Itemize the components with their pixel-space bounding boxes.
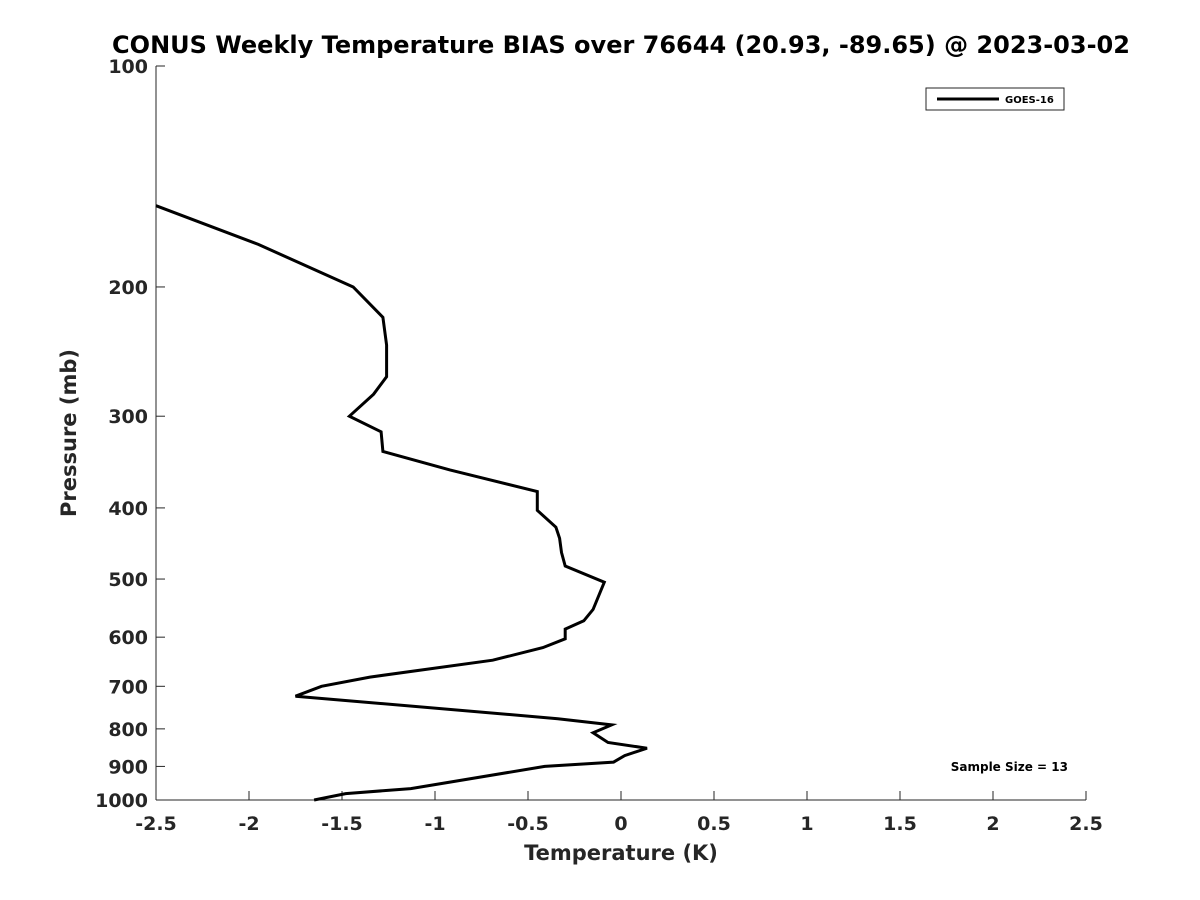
x-tick-label: -1.5	[321, 813, 363, 835]
y-tick-label: 600	[108, 627, 148, 649]
x-tick-label: 2	[986, 813, 999, 835]
sample-size-annotation: Sample Size = 13	[951, 760, 1068, 774]
y-tick-label: 700	[108, 676, 148, 698]
series-line-goes-16	[155, 204, 648, 802]
x-tick-label: 0.5	[697, 813, 731, 835]
y-tick-label: 1000	[95, 790, 148, 812]
y-tick-label: 500	[108, 569, 148, 591]
x-tick-label: -2.5	[135, 813, 177, 835]
y-axis-label: Pressure (mb)	[57, 349, 81, 517]
x-tick-label: -2	[238, 813, 259, 835]
x-tick-label: 0	[614, 813, 627, 835]
x-axis-ticks: -2.5 -2 -1.5 -1 -0.5 0 0.5 1 1.5 2 2.5	[135, 791, 1103, 835]
x-tick-label: -0.5	[507, 813, 549, 835]
y-tick-label: 900	[108, 756, 148, 778]
x-tick-label: -1	[424, 813, 445, 835]
y-tick-label: 800	[108, 719, 148, 741]
legend-label-goes-16: GOES-16	[1005, 95, 1054, 106]
x-tick-label: 2.5	[1069, 813, 1103, 835]
series-layer	[155, 204, 648, 802]
y-tick-label: 300	[108, 406, 148, 428]
chart-title: CONUS Weekly Temperature BIAS over 76644…	[112, 31, 1130, 59]
plot-axes	[155, 66, 1086, 801]
y-tick-label: 200	[108, 277, 148, 299]
x-axis-label: Temperature (K)	[524, 841, 718, 865]
x-tick-label: 1	[800, 813, 813, 835]
y-tick-label: 100	[108, 56, 148, 78]
y-tick-label: 400	[108, 498, 148, 520]
legend: GOES-16	[925, 87, 1065, 111]
x-tick-label: 1.5	[883, 813, 917, 835]
y-axis-ticks: 100 200 300 400 500 600 700 800 900 1000	[95, 56, 165, 812]
